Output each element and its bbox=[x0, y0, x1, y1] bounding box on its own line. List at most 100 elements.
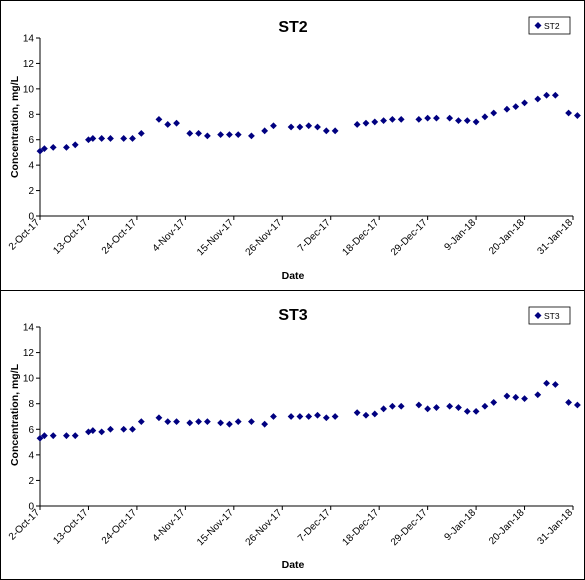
y-tick-label: 4 bbox=[28, 161, 34, 172]
data-point bbox=[195, 418, 202, 426]
data-point bbox=[380, 405, 387, 413]
x-tick-label: 9-Jan-18 bbox=[443, 507, 479, 543]
data-point bbox=[107, 425, 114, 433]
data-point bbox=[129, 135, 136, 142]
data-point bbox=[455, 117, 462, 125]
data-point bbox=[565, 109, 572, 117]
data-point bbox=[353, 409, 361, 417]
x-tick-label: 20-Jan-18 bbox=[487, 217, 527, 257]
x-tick-label: 18-Dec-17 bbox=[341, 217, 382, 258]
data-point bbox=[424, 114, 432, 122]
data-point bbox=[287, 413, 295, 420]
data-point bbox=[353, 121, 361, 128]
data-point bbox=[186, 419, 194, 427]
y-tick-label: 6 bbox=[28, 135, 34, 146]
x-tick-label: 2-Oct-17 bbox=[7, 217, 43, 253]
data-point bbox=[155, 414, 163, 422]
chart-title: ST3 bbox=[278, 307, 307, 324]
data-point bbox=[203, 418, 211, 426]
y-tick-label: 4 bbox=[28, 450, 34, 461]
data-point bbox=[371, 118, 379, 126]
data-point bbox=[305, 413, 313, 420]
data-point bbox=[98, 428, 106, 436]
x-tick-label: 26-Nov-17 bbox=[244, 507, 285, 548]
legend-box bbox=[528, 306, 571, 325]
y-tick-label: 14 bbox=[23, 323, 35, 334]
y-tick-label: 2 bbox=[28, 186, 34, 197]
x-axis-label: Date bbox=[282, 559, 305, 571]
y-tick-label: 10 bbox=[23, 84, 35, 95]
data-point bbox=[512, 393, 520, 401]
y-tick-label: 6 bbox=[28, 425, 34, 436]
data-point bbox=[388, 402, 396, 410]
x-tick-label: 2-Oct-17 bbox=[7, 507, 43, 543]
data-point bbox=[397, 115, 405, 123]
data-point bbox=[397, 402, 405, 410]
data-point bbox=[543, 91, 550, 99]
data-point bbox=[543, 379, 550, 387]
data-point bbox=[49, 432, 57, 440]
chart-panel-st2: ST2 ST2 0 2 4 6 8 10 12 14 2-Oct-17 13-Oct-17 24-O… bbox=[1, 1, 584, 290]
x-tick-label: 9-Jan-18 bbox=[443, 217, 479, 253]
data-point bbox=[63, 432, 70, 440]
data-point bbox=[446, 114, 454, 122]
y-tick-label: 12 bbox=[23, 59, 35, 70]
data-point bbox=[164, 121, 172, 128]
x-tick-label: 20-Jan-18 bbox=[487, 507, 527, 547]
y-axis-label: Concentration, mg/L bbox=[9, 75, 21, 178]
data-point bbox=[89, 135, 97, 142]
y-tick-label: 0 bbox=[28, 502, 34, 513]
x-tick-label: 24-Oct-17 bbox=[100, 507, 140, 547]
data-point bbox=[71, 141, 79, 149]
x-tick-label: 18-Dec-17 bbox=[341, 507, 382, 548]
data-point bbox=[314, 123, 321, 131]
data-point bbox=[226, 131, 233, 139]
x-tick-label: 7-Dec-17 bbox=[296, 507, 333, 544]
data-point bbox=[322, 414, 330, 422]
data-point bbox=[534, 391, 542, 399]
data-point bbox=[107, 135, 114, 142]
chart-st2: ST2 ST2 0 2 4 6 8 10 12 14 2-Oct-17 13-Oct-17 24-O… bbox=[7, 16, 581, 282]
data-point bbox=[164, 418, 172, 426]
data-point bbox=[362, 119, 370, 127]
data-point bbox=[433, 114, 440, 122]
x-axis-label: Date bbox=[282, 270, 305, 282]
data-point bbox=[173, 119, 180, 127]
data-point bbox=[270, 413, 277, 420]
data-point bbox=[137, 129, 145, 137]
x-tick-label: 29-Dec-17 bbox=[389, 507, 430, 548]
data-point bbox=[203, 132, 211, 140]
data-point bbox=[503, 392, 511, 400]
data-point bbox=[521, 395, 528, 402]
data-point bbox=[217, 131, 225, 139]
x-tick-label: 24-Oct-17 bbox=[100, 217, 140, 257]
data-point bbox=[36, 147, 44, 155]
x-tick-label: 13-Oct-17 bbox=[51, 507, 91, 547]
data-point bbox=[173, 418, 180, 426]
x-tick-label: 4-Nov-17 bbox=[151, 217, 188, 254]
data-point bbox=[305, 122, 313, 130]
y-tick-label: 8 bbox=[28, 399, 34, 410]
data-point bbox=[226, 420, 233, 428]
data-point bbox=[362, 411, 370, 419]
legend-marker-icon bbox=[534, 312, 542, 319]
data-point bbox=[415, 401, 423, 409]
data-point bbox=[248, 132, 255, 140]
data-point bbox=[261, 127, 269, 135]
data-point bbox=[41, 432, 48, 440]
chart-title: ST2 bbox=[278, 19, 307, 36]
data-point bbox=[551, 381, 559, 388]
x-tick-label: 15-Nov-17 bbox=[195, 507, 236, 548]
x-tick-label: 13-Oct-17 bbox=[51, 217, 91, 257]
data-point bbox=[137, 418, 145, 426]
x-tick-label: 29-Dec-17 bbox=[389, 217, 430, 258]
data-point bbox=[248, 418, 255, 426]
data-point bbox=[71, 432, 79, 440]
data-point bbox=[234, 131, 242, 139]
x-tick-label: 7-Dec-17 bbox=[296, 217, 333, 254]
y-tick-label: 0 bbox=[28, 212, 34, 223]
data-point bbox=[463, 117, 471, 125]
y-tick-label: 14 bbox=[23, 34, 35, 45]
data-point bbox=[41, 145, 48, 153]
